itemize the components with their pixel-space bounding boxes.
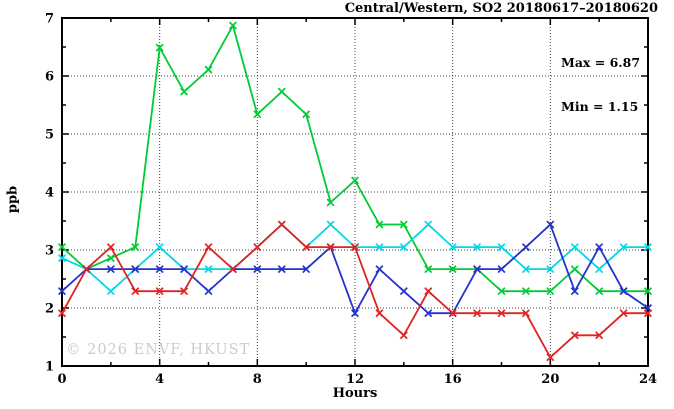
series-green-series — [57, 21, 653, 296]
red-series-line — [61, 223, 648, 359]
y-tick-label: 5 — [45, 128, 54, 143]
y-tick-label: 6 — [45, 70, 54, 85]
series-blue-series — [57, 220, 653, 318]
series-red-series — [57, 220, 653, 362]
x-tick-label: 8 — [253, 372, 262, 387]
y-tick-label: 2 — [45, 302, 54, 317]
x-tick-label: 24 — [639, 372, 657, 387]
chart-title: Central/Western, SO2 20180617–20180620 — [344, 1, 658, 16]
x-tick-label: 16 — [444, 372, 462, 387]
green-series-markers — [57, 21, 653, 296]
y-tick-label: 1 — [45, 360, 54, 375]
y-tick-label: 7 — [45, 12, 54, 27]
plot-frame — [61, 17, 649, 367]
y-tick-labels: 1 2 3 4 5 6 7 — [45, 12, 54, 375]
watermark: © 2026 ENVF, HKUST — [66, 342, 251, 358]
x-tick-label: 0 — [57, 372, 66, 387]
max-min-annotation: Max = 6.87 Min = 1.15 — [561, 27, 640, 143]
x-axis-label: Hours — [332, 386, 378, 401]
red-series-markers — [57, 220, 653, 362]
x-tick-label: 12 — [346, 372, 364, 387]
max-annotation: Max = 6.87 — [561, 55, 641, 70]
x-tick-labels: 0 4 8 12 16 20 24 — [57, 372, 657, 387]
y-axis-label: ppb — [5, 185, 21, 214]
x-tick-label: 20 — [541, 372, 559, 387]
grid-lines — [62, 18, 648, 366]
x-tick-label: 4 — [155, 372, 164, 387]
y-tick-label: 3 — [45, 244, 54, 259]
y-tick-label: 4 — [45, 186, 54, 201]
min-annotation: Min = 1.15 — [561, 98, 639, 114]
